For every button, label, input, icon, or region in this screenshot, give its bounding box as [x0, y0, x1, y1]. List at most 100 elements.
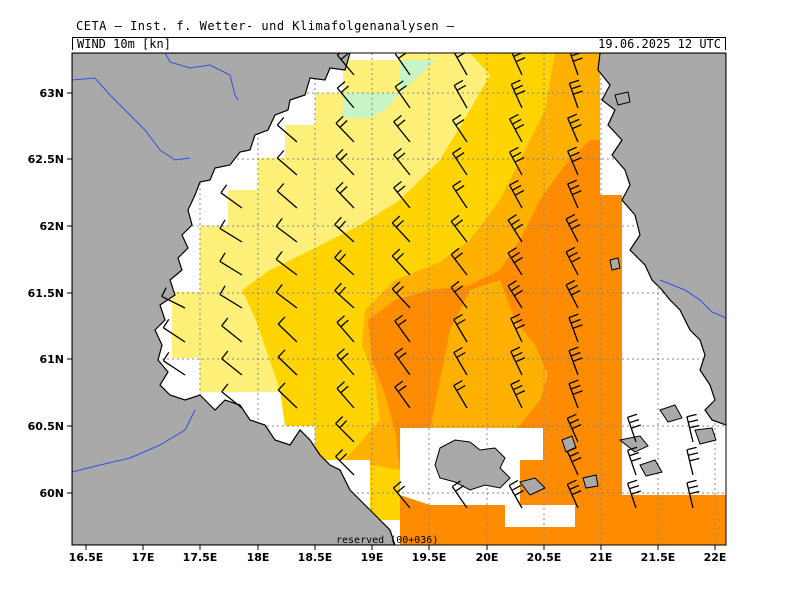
valid-datetime: 19.06.2025 12 UTC [598, 37, 721, 51]
wind-barb [394, 380, 411, 409]
wind-barb [335, 416, 355, 443]
wind-barb [507, 247, 523, 276]
lon-label: 17.5E [183, 551, 218, 564]
wind-barb [276, 183, 298, 209]
map-title: CETA — Inst. f. Wetter- und Klimafolgena… [76, 19, 455, 33]
wind-barb [510, 346, 526, 376]
wind-barb [275, 218, 298, 243]
wind-barb [453, 379, 468, 409]
wind-barb [335, 148, 355, 176]
wind-barb [452, 114, 468, 143]
wind-barb [568, 346, 583, 376]
wind-barb [507, 280, 523, 309]
border-line [164, 53, 239, 101]
wind-barb [277, 349, 298, 376]
wind-barb [566, 479, 582, 509]
wind-barb [565, 246, 581, 276]
wind-barb [569, 53, 583, 76]
wind-barb [276, 117, 298, 143]
land-islet [694, 427, 717, 445]
wind-barb [508, 479, 524, 509]
wind-barb [567, 179, 582, 209]
wind-barb [275, 251, 298, 276]
lon-label: 19.5E [412, 551, 447, 564]
lon-label: 21E [590, 551, 613, 564]
wind-barb [393, 114, 411, 143]
wind-barb [451, 480, 468, 509]
wind-barb [394, 80, 411, 109]
wind-barb [509, 146, 525, 176]
wind-barb [162, 318, 186, 343]
wind-barb [510, 79, 526, 109]
wind-barb [510, 379, 526, 409]
lon-label: 18.5E [298, 551, 333, 564]
model-run-label: reserved (00+036) [336, 535, 438, 546]
wind-barb [221, 350, 243, 376]
wind-barb [161, 287, 186, 309]
land-islet [639, 459, 663, 477]
lat-label: 62N [39, 220, 64, 233]
wind-barb [336, 53, 355, 76]
lon-label: 22E [704, 551, 727, 564]
wind-barb [450, 280, 468, 309]
map-subheader: WIND 10m [kn] 19.06.2025 12 UTC [72, 37, 726, 51]
lon-label: 20.5E [527, 551, 562, 564]
land-islet [659, 404, 683, 423]
wind-barb [510, 313, 526, 343]
wind-barb [568, 379, 583, 409]
wind-barb [221, 383, 243, 409]
wind-barb [511, 53, 526, 76]
latitude-labels: 63N 62.5N 62N 61.5N 61N 60.5N 60N [28, 87, 64, 500]
wind-barb [565, 213, 581, 243]
wind-barb [509, 179, 525, 209]
wind-barb [277, 382, 298, 409]
wind-barb [335, 115, 355, 143]
land-finland [597, 53, 726, 426]
wind-barb [393, 180, 411, 209]
border-line [72, 409, 196, 473]
wind-barb [392, 481, 411, 509]
land-islet [582, 474, 599, 489]
wind-barb [567, 113, 582, 143]
wind-barb [453, 313, 468, 343]
wind-barb [452, 147, 468, 176]
wind-barb [391, 215, 411, 243]
wind-barb [453, 346, 468, 376]
field-label: WIND 10m [kn] [77, 37, 171, 51]
band-green [343, 60, 435, 118]
wind-barb [394, 314, 411, 343]
longitude-labels: 16.5E 17E 17.5E 18E 18.5E 19E 19.5E 20E … [69, 551, 727, 564]
wind-barb [336, 315, 355, 343]
wind-barbs [161, 53, 700, 509]
lat-label: 63N [39, 87, 64, 100]
wind-barb [568, 313, 583, 343]
wind-barb [391, 248, 411, 276]
lon-label: 20E [476, 551, 499, 564]
wind-barb [334, 282, 355, 309]
land-islet [609, 257, 621, 271]
lon-label: 16.5E [69, 551, 104, 564]
wind-barb [686, 479, 700, 509]
wind-barb [219, 252, 243, 276]
lon-label: 19E [361, 551, 384, 564]
land-aland-islet [519, 477, 546, 496]
wind-barb [509, 113, 525, 143]
wind-barb [507, 214, 523, 243]
wind-barb [452, 180, 468, 209]
wind-barb [220, 184, 243, 209]
lat-label: 60.5N [28, 420, 64, 433]
wind-barb [394, 347, 411, 376]
lat-label: 61.5N [28, 287, 64, 300]
wind-barb [221, 317, 243, 343]
land-islet [614, 91, 631, 106]
wind-barb [626, 446, 642, 476]
wind-barb [334, 216, 355, 243]
wind-barb [219, 219, 243, 243]
wind-barb [566, 446, 582, 476]
wind-barb [219, 285, 243, 309]
wind-barb [568, 79, 583, 109]
lat-label: 62.5N [28, 153, 64, 166]
wind-barb [394, 53, 411, 76]
wind-barb [686, 413, 700, 443]
